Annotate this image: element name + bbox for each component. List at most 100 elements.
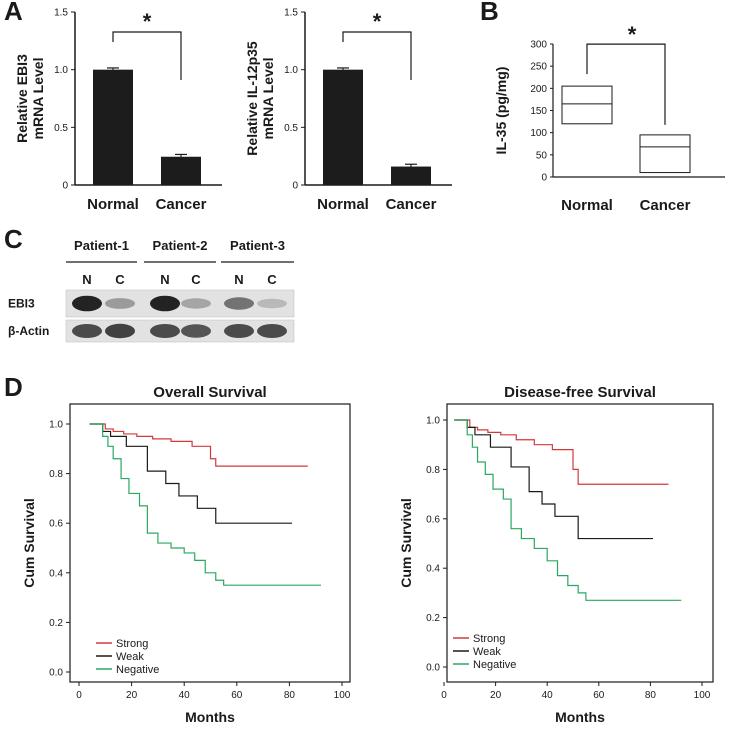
ebi3-y-axis-label-line2: mRNA Level (30, 58, 46, 140)
il35-y-tick-label: 150 (530, 106, 547, 117)
lane-label: C (267, 272, 277, 287)
disease-free-survival-y-tick-label: 0.2 (426, 613, 440, 624)
overall-survival-x-tick-label: 20 (126, 690, 138, 701)
blot-band (150, 324, 180, 338)
overall-survival-y-tick-label: 0.2 (49, 618, 63, 629)
blot-band (72, 295, 102, 312)
il12p35-y-tick-label: 0.5 (284, 123, 298, 134)
il35-category-label: Cancer (640, 197, 691, 214)
blot-band (105, 298, 135, 309)
il35-box-plot: 0 50 100 150 200 250 300 Normal Cancer * IL-35 (pg… (493, 22, 725, 214)
il35-y-tick-label: 50 (536, 150, 548, 161)
overall-survival-y-tick-label: 0.8 (49, 469, 63, 480)
overall-survival-legend-label: Negative (116, 664, 159, 676)
ebi3-y-tick-label: 1.5 (54, 8, 68, 19)
overall-survival-series-line-weak (89, 423, 293, 524)
il35-y-tick-label: 300 (530, 40, 547, 51)
overall-survival-y-axis-label: Cum Survival (21, 498, 37, 587)
disease-free-survival-x-axis-label: Months (555, 709, 605, 725)
ebi3-y-tick-label: 0.5 (54, 123, 68, 134)
ebi3-category-label: Normal (87, 196, 139, 213)
blot-band (181, 324, 211, 338)
disease-free-survival-y-axis-label: Cum Survival (398, 498, 414, 587)
il12p35-bar-chart: 0 0.5 1.0 1.5 Normal Cancer * Relative IL-12p35… (244, 8, 452, 213)
il12p35-y-tick-label: 0 (292, 181, 298, 192)
blot-band (257, 324, 287, 338)
lane-label: C (115, 272, 125, 287)
ebi3-bar (161, 156, 201, 185)
il12p35-bar (391, 166, 431, 185)
overall-survival-y-tick-label: 0.4 (49, 568, 63, 579)
il35-y-tick-label: 250 (530, 62, 547, 73)
disease-free-survival-title: Disease-free Survival (504, 384, 656, 401)
overall-survival-x-tick-label: 100 (334, 690, 351, 701)
il35-significance-bracket (586, 43, 666, 125)
il12p35-category-label: Cancer (386, 196, 437, 213)
il35-box (639, 134, 691, 174)
il12p35-y-axis-label-line2: mRNA Level (260, 58, 276, 140)
ebi3-y-axis-label-line1: Relative EBI3 (14, 54, 30, 143)
lane-label: N (82, 272, 91, 287)
lane-label: C (191, 272, 201, 287)
blot-strip (65, 289, 295, 318)
il35-y-tick-label: 0 (541, 173, 547, 184)
patient-label: Patient-1 (74, 238, 129, 253)
il12p35-bar (323, 69, 363, 185)
disease-free-survival-y-tick-label: 0.0 (426, 663, 440, 674)
il12p35-chart-root: 0 0.5 1.0 1.5 Normal Cancer * Relative IL-12p35… (244, 8, 452, 213)
disease-free-survival-plot-frame (446, 403, 714, 683)
disease-free-survival-chart: Disease-free Survival 0 20 40 60 80 100 0.0 0.2 0… (398, 384, 714, 725)
western-blot: Patient-1 Patient-2 Patient-3 N C N C N C EBI3 β-A… (8, 238, 295, 343)
overall-survival-series-line-strong (89, 423, 308, 467)
overall-survival-y-tick-label: 1.0 (49, 420, 63, 431)
blot-band (257, 298, 287, 309)
overall-survival-legend-label: Weak (116, 651, 144, 663)
disease-free-survival-legend-label: Strong (473, 633, 505, 645)
disease-free-survival-legend-label: Weak (473, 646, 501, 658)
disease-free-survival-x-tick-label: 0 (441, 690, 447, 701)
il35-y-axis-label: IL-35 (pg/mg) (493, 67, 509, 155)
overall-survival-legend-label: Strong (116, 638, 148, 650)
disease-free-survival-y-tick-label: 1.0 (426, 416, 440, 427)
il12p35-significance-bracket (342, 31, 412, 80)
overall-survival-chart: Overall Survival 0 20 40 60 80 100 0.0 0.2 0.4 0.6… (21, 384, 351, 725)
panel-letter-a: A (4, 0, 23, 26)
ebi3-significance-bracket (112, 31, 182, 80)
il35-significance-star: * (628, 22, 637, 47)
disease-free-survival-x-tick-label: 100 (694, 690, 711, 701)
overall-survival-x-tick-label: 40 (179, 690, 191, 701)
disease-free-survival-x-tick-label: 20 (490, 690, 502, 701)
patient-label: Patient-3 (230, 238, 285, 253)
disease-free-survival-y-tick-label: 0.4 (426, 564, 440, 575)
disease-free-survival-x-tick-label: 40 (542, 690, 554, 701)
western-blot-root: Patient-1 Patient-2 Patient-3 N C N C N C EBI3 β-A… (8, 238, 295, 343)
lane-label: N (160, 272, 169, 287)
il35-box (561, 85, 613, 125)
il12p35-y-tick-label: 1.5 (284, 8, 298, 19)
il35-chart-root: 0 50 100 150 200 250 300 Normal Cancer * IL-35 (pg… (493, 22, 725, 214)
blot-band (72, 324, 102, 338)
il12p35-y-tick-label: 1.0 (284, 65, 298, 76)
ebi3-category-label: Cancer (156, 196, 207, 213)
disease-free-survival-legend-label: Negative (473, 659, 516, 671)
il12p35-significance-star: * (373, 9, 382, 34)
il35-category-label: Normal (561, 197, 613, 214)
il12p35-category-label: Normal (317, 196, 369, 213)
blot-band (224, 297, 254, 310)
lane-label: N (234, 272, 243, 287)
il35-y-tick-label: 100 (530, 128, 547, 139)
blot-row-label: β-Actin (8, 324, 49, 338)
disease-free-survival-series-line-strong (454, 419, 669, 485)
ebi3-bar (93, 69, 133, 185)
ebi3-y-tick-label: 1.0 (54, 65, 68, 76)
blot-row-label: EBI3 (8, 297, 35, 311)
blot-band (181, 298, 211, 309)
ebi3-chart-root: 0 0.5 1.0 1.5 Normal Cancer * Relative EBI3 mRNA… (14, 8, 222, 213)
disease-free-survival-y-tick-label: 0.8 (426, 465, 440, 476)
overall-survival-x-tick-label: 60 (231, 690, 243, 701)
ebi3-bar-chart: 0 0.5 1.0 1.5 Normal Cancer * Relative EBI3 mRNA… (14, 8, 222, 213)
overall-survival-root: Overall Survival 0 20 40 60 80 100 0.0 0.2 0.4 0.6… (21, 384, 351, 725)
disease-free-survival-y-tick-label: 0.6 (426, 514, 440, 525)
panel-letter-d: D (4, 372, 23, 402)
patient-label: Patient-2 (153, 238, 208, 253)
